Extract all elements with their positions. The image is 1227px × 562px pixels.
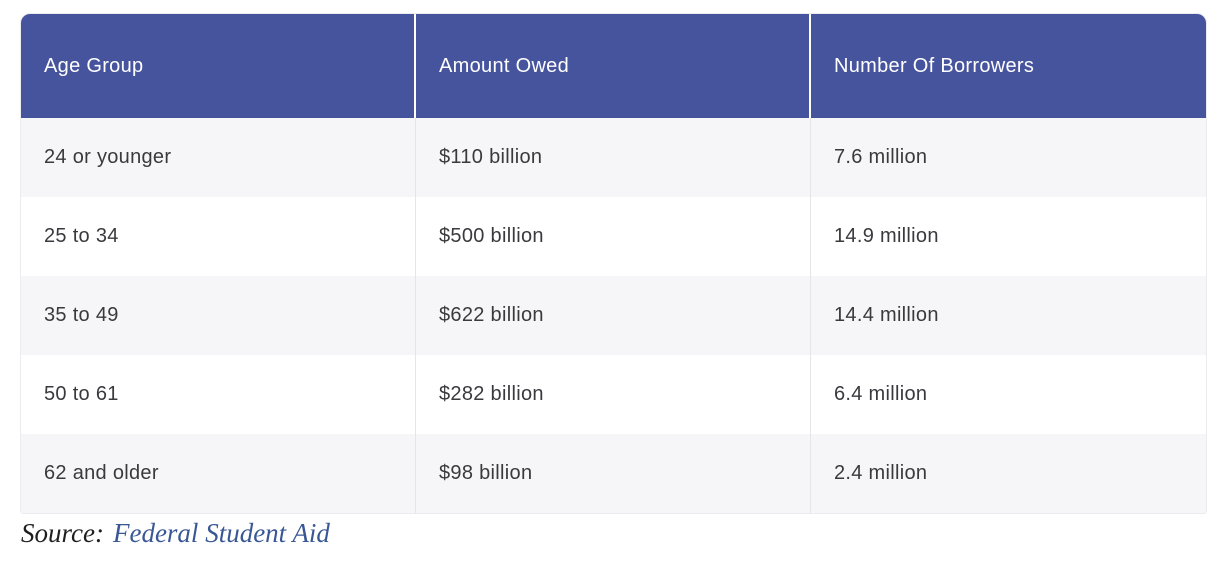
cell-borrowers: 6.4 million — [834, 383, 928, 405]
cell-amount-owed: $622 billion — [416, 276, 811, 355]
cell-age-group: 35 to 49 — [21, 276, 416, 355]
source-link[interactable]: Federal Student Aid — [112, 518, 330, 548]
table-row: 35 to 49 $622 billion 14.4 million — [21, 276, 1206, 355]
cell-amount-owed: $282 billion — [416, 355, 811, 434]
table-row: 62 and older $98 billion 2.4 million — [21, 434, 1206, 513]
cell-amount-owed: $98 billion — [416, 434, 811, 513]
cell-age-group: 25 to 34 — [21, 197, 416, 276]
cell-age-group: 62 and older — [21, 434, 416, 513]
table-row: 25 to 34 $500 billion 14.9 million — [21, 197, 1206, 276]
column-header-amount-owed: Amount Owed — [416, 14, 811, 118]
cell-age-group: 24 or younger — [21, 118, 416, 197]
source-label: Source: — [21, 518, 104, 548]
table-row: 50 to 61 $282 billion 6.4 million — [21, 355, 1206, 434]
column-header-age-group: Age Group — [21, 14, 416, 118]
cell-borrowers: 14.9 million — [834, 225, 939, 247]
source-line: Source: Federal Student Aid — [21, 518, 330, 549]
column-header-number-of-borrowers: Number Of Borrowers — [834, 54, 1035, 77]
table-row: 24 or younger $110 billion 7.6 million — [21, 118, 1206, 197]
cell-amount-owed: $500 billion — [416, 197, 811, 276]
student-debt-table: Age Group Amount Owed Number Of Borrower… — [20, 13, 1207, 514]
cell-age-group: 50 to 61 — [21, 355, 416, 434]
cell-borrowers: 2.4 million — [834, 462, 928, 484]
cell-amount-owed: $110 billion — [416, 118, 811, 197]
cell-borrowers: 14.4 million — [834, 304, 939, 326]
cell-borrowers: 7.6 million — [834, 146, 928, 168]
table-header-row: Age Group Amount Owed Number Of Borrower… — [21, 14, 1206, 118]
